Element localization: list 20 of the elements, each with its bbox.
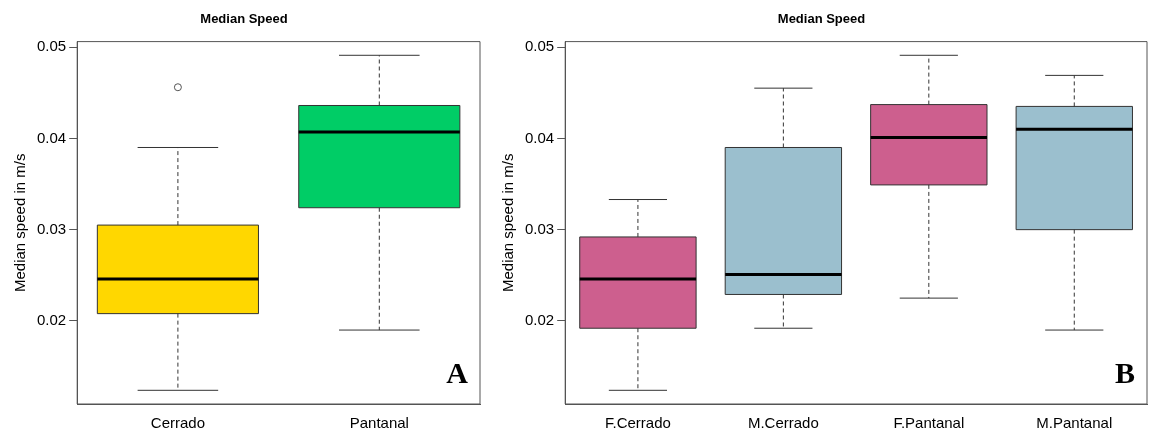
x-tick-label: F.Cerrado <box>604 414 671 432</box>
x-tick-label: Pantanal <box>349 414 409 432</box>
y-tick-label: 0.02 <box>524 311 555 329</box>
annotation: A <box>446 355 469 389</box>
y-tick-label: 0.05 <box>524 37 555 55</box>
y-axis-title: Median speed in m/s <box>11 153 29 292</box>
x-tick-label: M.Cerrado <box>747 414 819 432</box>
x-tick-label: Cerrado <box>150 414 205 432</box>
y-tick-label: 0.05 <box>36 37 67 55</box>
x-tick-label: F.Pantanal <box>893 414 965 432</box>
annotation: B <box>1114 355 1135 389</box>
chart-title: Median Speed <box>777 11 866 27</box>
x-tick-label: M.Pantanal <box>1036 414 1113 432</box>
y-tick-label: 0.02 <box>36 311 67 329</box>
y-tick-label: 0.04 <box>36 128 67 146</box>
y-tick-label: 0.03 <box>36 219 67 237</box>
y-tick-label: 0.04 <box>524 128 555 146</box>
chart-title: Median Speed <box>200 11 288 27</box>
y-tick-label: 0.03 <box>524 219 555 237</box>
y-axis-title: Median speed in m/s <box>499 153 517 292</box>
